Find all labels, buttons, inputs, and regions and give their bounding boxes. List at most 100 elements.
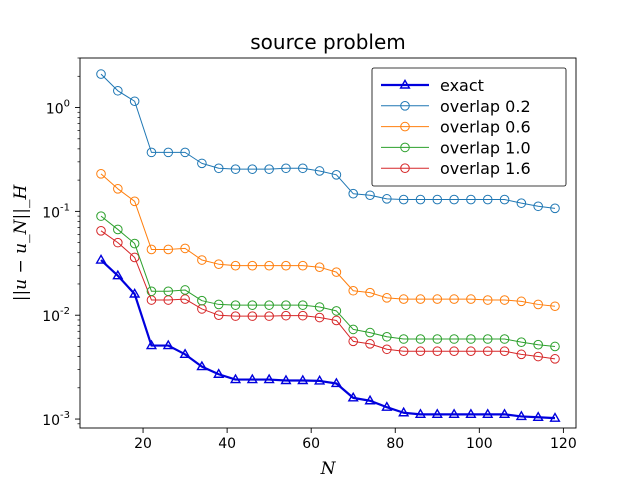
data-point-overlap-0-2 bbox=[264, 164, 274, 174]
data-point-overlap-1-0 bbox=[331, 306, 342, 316]
data-point-overlap-0-2 bbox=[146, 147, 157, 158]
y-tick-label: 10-2 bbox=[42, 306, 70, 325]
data-point-overlap-1-6 bbox=[415, 346, 426, 357]
legend-entry-overlap-0-2: overlap 0.2 bbox=[381, 97, 531, 116]
data-point-overlap-1-6 bbox=[482, 346, 493, 357]
data-point-exact bbox=[381, 401, 393, 411]
data-point-overlap-0-2 bbox=[482, 194, 493, 205]
data-point-overlap-1-6 bbox=[533, 351, 543, 362]
x-tick-label: 20 bbox=[134, 436, 152, 452]
legend-marker-exact bbox=[399, 78, 411, 89]
data-point-overlap-0-6 bbox=[230, 260, 241, 271]
data-point-overlap-0-2 bbox=[516, 198, 527, 208]
data-point-overlap-1-6 bbox=[264, 311, 274, 321]
data-point-overlap-0-6 bbox=[264, 260, 274, 271]
data-point-overlap-0-6 bbox=[113, 183, 123, 194]
series-line-exact bbox=[100, 259, 556, 420]
data-point-exact bbox=[314, 374, 326, 385]
data-point-overlap-0-2 bbox=[499, 194, 510, 205]
data-point-overlap-0-6 bbox=[314, 262, 325, 273]
data-point-overlap-0-2 bbox=[96, 69, 106, 79]
data-point-overlap-0-6 bbox=[533, 299, 543, 310]
data-point-overlap-1-0 bbox=[264, 300, 274, 310]
data-point-overlap-1-0 bbox=[314, 302, 325, 312]
data-point-overlap-1-6 bbox=[499, 346, 510, 357]
data-point-overlap-0-6 bbox=[398, 294, 409, 304]
data-point-overlap-1-0 bbox=[533, 339, 543, 350]
legend-box bbox=[371, 67, 567, 187]
legend-entry-overlap-1-0: overlap 1.0 bbox=[381, 138, 531, 157]
legend-label-overlap-1-0: overlap 1.0 bbox=[440, 138, 531, 157]
data-point-overlap-1-0 bbox=[113, 224, 123, 235]
legend-label-overlap-1-6: overlap 1.6 bbox=[440, 159, 531, 178]
data-point-overlap-1-0 bbox=[382, 331, 392, 342]
data-point-overlap-0-2 bbox=[197, 158, 207, 169]
data-point-overlap-1-0 bbox=[398, 334, 409, 344]
data-point-overlap-0-2 bbox=[466, 194, 476, 205]
data-point-overlap-1-0 bbox=[213, 299, 224, 310]
data-point-overlap-0-6 bbox=[281, 260, 291, 271]
data-point-overlap-0-2 bbox=[129, 96, 140, 107]
legend-label-overlap-0-6: overlap 0.6 bbox=[440, 118, 531, 137]
data-point-overlap-1-0 bbox=[466, 334, 476, 344]
legend-entry-overlap-0-6: overlap 0.6 bbox=[381, 118, 531, 137]
data-point-overlap-1-6 bbox=[550, 354, 560, 364]
data-point-overlap-1-6 bbox=[398, 346, 409, 357]
data-point-overlap-1-6 bbox=[247, 311, 258, 321]
data-point-overlap-1-6 bbox=[96, 226, 106, 236]
plot-area bbox=[95, 69, 561, 422]
series-line-overlap-0-2 bbox=[100, 73, 556, 209]
data-point-exact bbox=[347, 391, 359, 402]
legend-entry-overlap-1-6: overlap 1.6 bbox=[381, 159, 531, 178]
data-point-overlap-1-0 bbox=[415, 334, 426, 344]
data-point-overlap-0-6 bbox=[550, 301, 560, 312]
data-point-overlap-0-2 bbox=[432, 194, 443, 205]
data-point-exact bbox=[364, 394, 376, 405]
legend-marker-overlap-1-6 bbox=[400, 163, 410, 173]
data-point-exact bbox=[162, 339, 174, 350]
data-point-overlap-0-2 bbox=[331, 170, 342, 180]
data-point-overlap-0-6 bbox=[180, 243, 190, 254]
data-point-overlap-1-6 bbox=[516, 349, 527, 360]
data-point-overlap-0-6 bbox=[331, 267, 342, 277]
data-point-overlap-0-6 bbox=[348, 285, 359, 296]
data-point-overlap-1-0 bbox=[180, 285, 190, 295]
data-point-overlap-0-6 bbox=[516, 296, 527, 307]
data-point-exact bbox=[448, 408, 460, 419]
data-point-overlap-1-0 bbox=[499, 334, 510, 344]
data-point-exact bbox=[297, 374, 309, 385]
data-point-overlap-1-0 bbox=[365, 327, 375, 338]
data-point-overlap-0-2 bbox=[213, 163, 224, 174]
data-point-overlap-1-0 bbox=[297, 300, 308, 310]
x-tick-label: 100 bbox=[466, 436, 493, 452]
x-tick-label: 120 bbox=[550, 436, 577, 452]
data-point-overlap-0-2 bbox=[415, 194, 426, 205]
data-point-exact bbox=[330, 377, 342, 388]
data-point-exact bbox=[280, 374, 292, 385]
series-overlap-0-6 bbox=[96, 169, 560, 312]
data-point-overlap-1-0 bbox=[96, 211, 106, 221]
data-point-overlap-1-0 bbox=[247, 300, 258, 310]
data-point-overlap-0-2 bbox=[180, 147, 190, 158]
data-point-overlap-1-0 bbox=[146, 286, 157, 297]
data-point-exact bbox=[213, 368, 225, 378]
data-point-overlap-1-6 bbox=[348, 336, 359, 347]
data-point-exact bbox=[179, 348, 191, 359]
chart-title: source problem bbox=[250, 30, 406, 54]
data-point-overlap-0-6 bbox=[415, 294, 426, 304]
data-point-overlap-0-6 bbox=[297, 260, 308, 271]
series-line-overlap-1-6 bbox=[100, 230, 556, 360]
data-point-exact bbox=[414, 408, 427, 419]
data-point-exact bbox=[196, 360, 208, 371]
data-point-overlap-0-2 bbox=[163, 147, 174, 158]
data-point-overlap-0-2 bbox=[230, 164, 241, 174]
data-point-overlap-0-6 bbox=[482, 295, 493, 305]
data-point-exact bbox=[229, 373, 242, 384]
data-point-overlap-1-6 bbox=[466, 346, 476, 357]
legend-entry-exact: exact bbox=[381, 76, 484, 95]
data-point-overlap-0-2 bbox=[281, 163, 291, 174]
data-point-overlap-0-2 bbox=[314, 166, 325, 176]
data-point-overlap-1-0 bbox=[516, 337, 527, 347]
